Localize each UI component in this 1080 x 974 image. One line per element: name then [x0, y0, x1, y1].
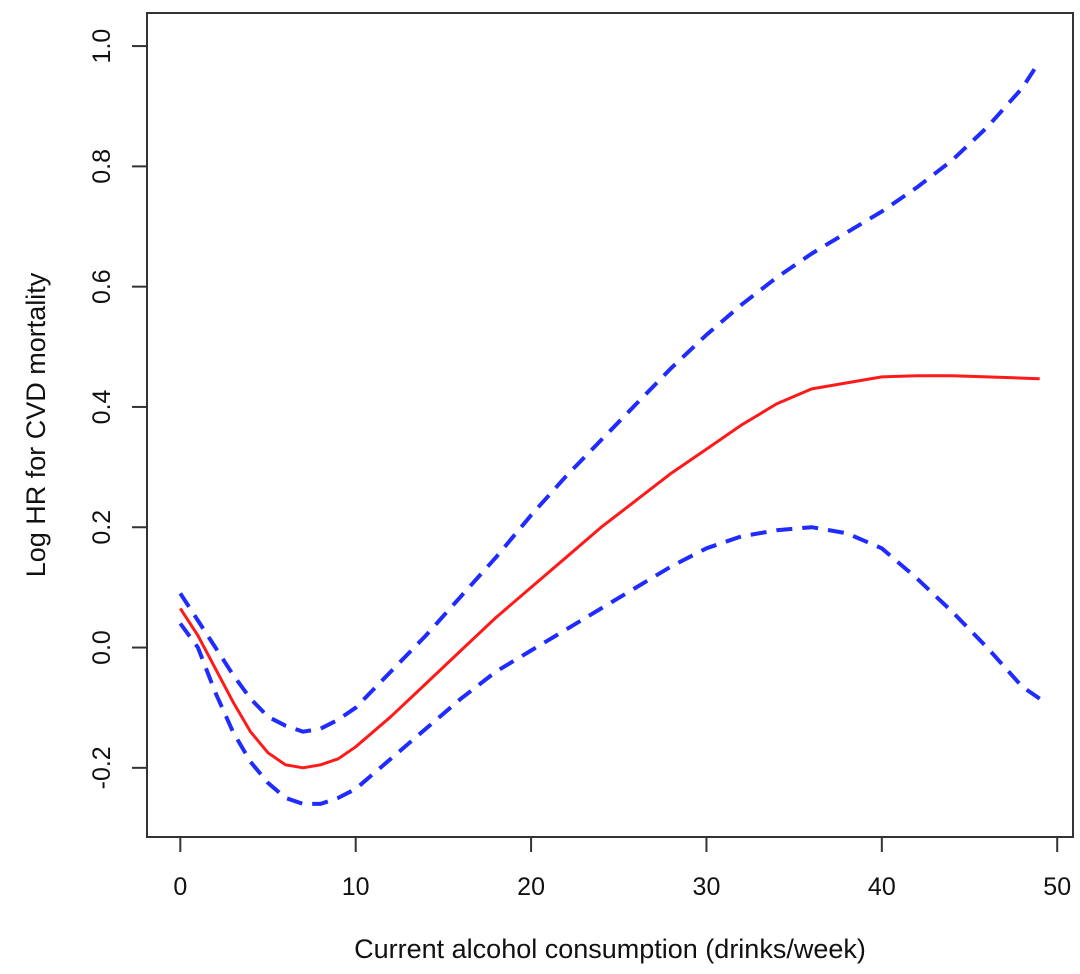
y-tick-label: 0.8	[88, 149, 116, 184]
y-tick-label: 1.0	[88, 29, 116, 64]
x-tick-label: 30	[693, 873, 721, 901]
estimate-line	[179, 374, 1040, 770]
x-tick-label: 0	[173, 873, 187, 901]
y-tick-label: -0.2	[88, 746, 116, 789]
x-tick-label: 10	[342, 873, 370, 901]
series-layer	[178, 60, 1042, 806]
x-axis: 0 10 20 30 40 50	[173, 836, 1071, 901]
y-tick-label: 0.0	[88, 630, 116, 665]
x-tick-label: 50	[1043, 873, 1071, 901]
y-tick-label: 0.2	[88, 510, 116, 545]
y-tick-label: 0.6	[88, 269, 116, 304]
ci-line-2	[178, 525, 1041, 806]
x-axis-title: Current alcohol consumption (drinks/week…	[354, 934, 866, 964]
y-axis: -0.2 0.0 0.2 0.4 0.6 0.8 1.0	[88, 29, 148, 789]
x-tick-label: 40	[868, 873, 896, 901]
y-axis-title: Log HR for CVD mortality	[21, 272, 51, 577]
ci-line-1	[178, 60, 1042, 734]
x-tick-label: 20	[517, 873, 545, 901]
y-tick-label: 0.4	[88, 389, 116, 424]
plot-frame	[146, 12, 1074, 838]
